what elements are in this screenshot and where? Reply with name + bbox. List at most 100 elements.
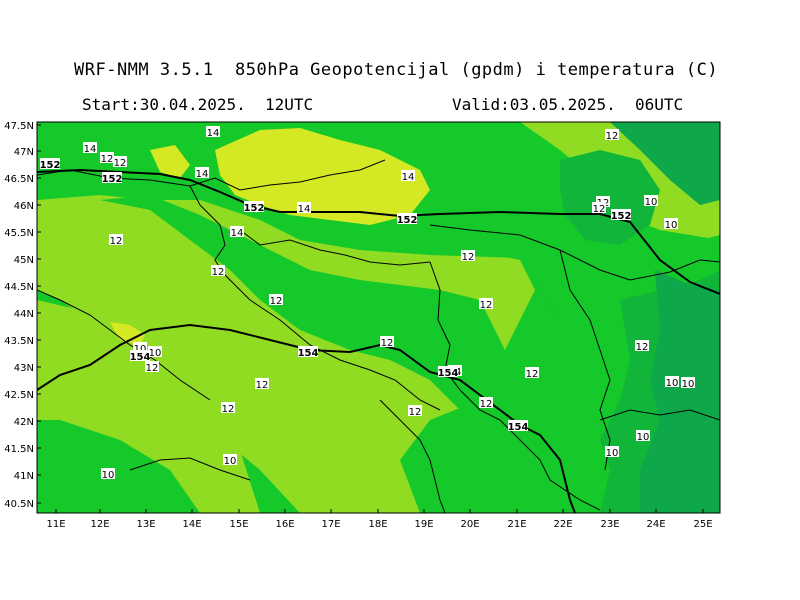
- lon-label: 12E: [90, 519, 109, 530]
- temperature-contour-label: 10: [133, 342, 147, 355]
- label-background: [592, 202, 606, 213]
- label-background: [102, 172, 122, 183]
- geopotential-value: 154: [438, 368, 459, 379]
- temperature-contour-label: 10: [101, 468, 115, 481]
- temperature-value: 12: [526, 369, 539, 380]
- start-time: Start:30.04.2025. 12UTC: [82, 95, 314, 114]
- temperature-contour-label: 10: [636, 430, 650, 443]
- temperature-contour-label: 10: [644, 195, 658, 208]
- label-background: [479, 397, 493, 408]
- lon-label: 21E: [507, 519, 526, 530]
- geopotential-value: 154: [298, 348, 319, 359]
- temperature-contour-label: 14: [230, 226, 244, 239]
- temperature-contour-label: 12: [211, 265, 225, 278]
- geopotential-contour-label: 152: [244, 201, 264, 214]
- lat-label: 46.5N: [4, 174, 34, 185]
- label-background: [40, 158, 60, 169]
- lat-label: 45N: [14, 255, 34, 266]
- geopotential-value: 152: [102, 174, 123, 185]
- temperature-region-12-coast: [100, 195, 620, 513]
- temperature-value: 14: [196, 169, 209, 180]
- temperature-value: 12: [480, 399, 493, 410]
- temperature-value: 12: [110, 236, 123, 247]
- temperature-contour-label: 10: [605, 446, 619, 459]
- geopotential-value: 152: [611, 211, 632, 222]
- geopotential-contour-label: 154: [298, 346, 319, 359]
- label-background: [380, 336, 394, 347]
- label-background: [148, 346, 162, 357]
- lat-label: 43.5N: [4, 336, 34, 347]
- lon-label: 18E: [368, 519, 387, 530]
- label-background: [438, 366, 458, 377]
- temperature-value: 12: [409, 407, 422, 418]
- lon-label: 25E: [693, 519, 712, 530]
- temperature-value: 10: [606, 448, 619, 459]
- map-title: WRF-NMM 3.5.1 850hPa Geopotencijal (gpdm…: [74, 60, 719, 80]
- label-background: [297, 202, 311, 213]
- temperature-contour-label: 12: [380, 336, 394, 349]
- lon-label: 15E: [229, 519, 248, 530]
- temperature-value: 10: [149, 348, 162, 359]
- lat-label: 44.5N: [4, 282, 34, 293]
- geopotential-value: 154: [130, 352, 151, 363]
- temperature-value: 12: [462, 252, 475, 263]
- lat-label: 40.5N: [4, 499, 34, 510]
- temperature-contour-label: 10: [148, 346, 162, 359]
- temperature-contour-label: 12: [592, 202, 606, 215]
- temperature-value: 14: [231, 228, 244, 239]
- temperature-value: 10: [645, 197, 658, 208]
- lon-label: 23E: [600, 519, 619, 530]
- lat-label: 47N: [14, 147, 34, 158]
- geopotential-contour-label: 152: [397, 213, 417, 226]
- label-background: [130, 350, 150, 361]
- label-background: [230, 226, 244, 237]
- temperature-contour-label: 12: [461, 250, 475, 263]
- label-background: [408, 405, 422, 416]
- label-background: [605, 446, 619, 457]
- lon-label: 11E: [46, 519, 65, 530]
- lat-label: 43N: [14, 363, 34, 374]
- temperature-contour-label: 12: [100, 152, 114, 165]
- temperature-value: 10: [665, 220, 678, 231]
- label-background: [461, 250, 475, 261]
- temperature-value: 12: [381, 338, 394, 349]
- label-background: [244, 201, 264, 212]
- lat-label: 42N: [14, 417, 34, 428]
- lon-label: 16E: [275, 519, 294, 530]
- temperature-value: 12: [593, 204, 606, 215]
- temperature-contour-label: 12: [408, 405, 422, 418]
- geopotential-contour-label: 154: [508, 420, 528, 433]
- label-background: [681, 377, 695, 388]
- label-background: [83, 142, 97, 153]
- lon-label: 24E: [646, 519, 665, 530]
- temperature-value: 10: [682, 379, 695, 390]
- temperature-value: 12: [480, 300, 493, 311]
- temperature-contour-label: 12: [605, 129, 619, 142]
- label-background: [206, 126, 220, 137]
- label-background: [133, 342, 147, 353]
- temperature-region-14-central: [37, 195, 535, 513]
- temperature-contour-label: 12: [269, 294, 283, 307]
- temperature-contour-label: 12: [479, 397, 493, 410]
- temperature-contour-label: 10: [664, 218, 678, 231]
- temperature-contour-label: 14: [401, 170, 415, 183]
- temperature-contour-label: 12: [109, 234, 123, 247]
- temperature-region-10-top-east: [610, 122, 720, 205]
- label-background: [221, 402, 235, 413]
- label-background: [635, 340, 649, 351]
- lon-label: 13E: [136, 519, 155, 530]
- geopotential-contour-label: 154: [130, 350, 151, 363]
- geopotential-labels: 152 152 152 152 152 154 154 154 154: [40, 158, 632, 433]
- temperature-value: 10: [224, 456, 237, 467]
- label-background: [397, 213, 417, 224]
- label-background: [664, 218, 678, 229]
- lon-label: 19E: [414, 519, 433, 530]
- temperature-contour-label: 10: [665, 376, 679, 389]
- longitude-axis: 11E 12E 13E 14E 15E 16E 17E 18E 19E 20E 21E 22E 23E 2…: [46, 509, 713, 530]
- temperature-contour-label: 12: [525, 367, 539, 380]
- temperature-value: 12: [114, 158, 127, 169]
- label-background: [525, 367, 539, 378]
- temperature-contour-label: 12: [255, 378, 269, 391]
- temperature-contour-label: 14: [206, 126, 220, 139]
- label-background: [109, 234, 123, 245]
